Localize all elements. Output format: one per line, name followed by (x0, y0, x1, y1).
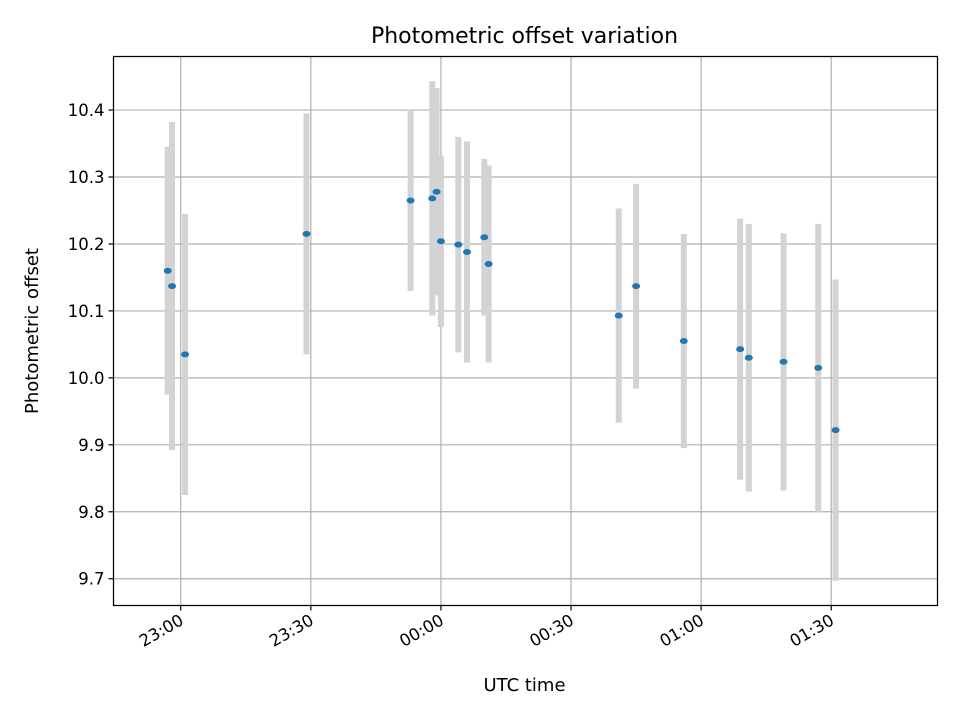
data-point (831, 427, 840, 434)
y-tick-label: 10.4 (68, 101, 105, 120)
y-tick-label: 10.3 (68, 168, 105, 187)
data-point (181, 351, 190, 358)
y-axis-label: Photometric offset (22, 248, 43, 414)
y-tick-label: 9.7 (78, 570, 104, 589)
data-point (302, 230, 311, 237)
data-point (480, 234, 489, 241)
y-tick-label: 9.9 (78, 436, 104, 455)
data-point (779, 358, 788, 365)
data-point (462, 248, 471, 255)
data-point (814, 364, 823, 371)
data-point (679, 338, 688, 345)
data-point (406, 197, 415, 204)
y-tick-label: 10.1 (68, 302, 105, 321)
x-axis-label: UTC time (483, 675, 565, 696)
data-point (428, 195, 437, 202)
data-point (432, 188, 441, 195)
data-point (484, 261, 493, 268)
y-tick-label: 10.2 (68, 235, 105, 254)
y-tick-label: 10.0 (68, 369, 105, 388)
y-axis-ticks: 9.7 9.8 9.9 10.0 10.1 10.2 10.3 10.4 (68, 101, 114, 589)
plot-area-frame (112, 55, 939, 607)
data-point (632, 283, 641, 290)
data-point (736, 346, 745, 353)
data-points (163, 188, 840, 434)
data-point (744, 354, 753, 361)
data-point (454, 241, 463, 248)
chart-title: Photometric offset variation (371, 24, 678, 49)
data-point (614, 312, 623, 319)
grid-lines (113, 56, 938, 606)
data-point (163, 267, 172, 274)
data-point (436, 238, 445, 245)
y-tick-label: 9.8 (78, 503, 104, 522)
data-point (168, 283, 177, 290)
